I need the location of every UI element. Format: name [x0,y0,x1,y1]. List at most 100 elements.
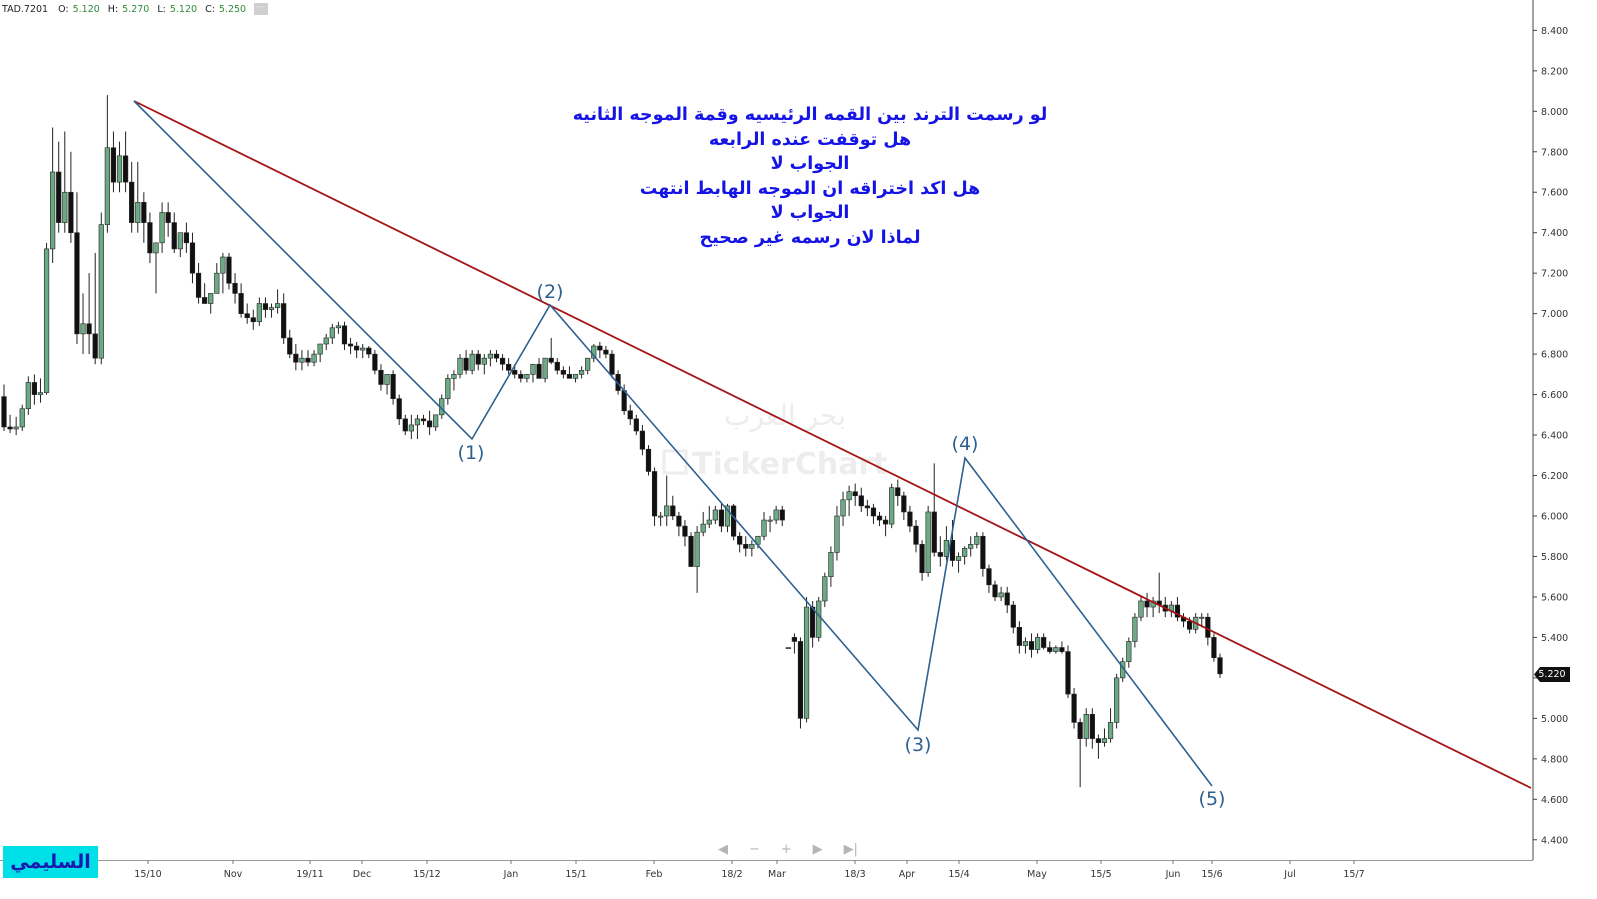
candle [876,511,883,527]
candle [724,503,731,533]
candle [135,161,141,233]
x-tick-label: 15/7 [1343,869,1364,880]
candle [202,283,208,304]
candle [335,321,342,334]
candle [1180,613,1187,628]
candle-body [183,232,190,244]
candle [603,346,609,359]
candle-body [378,370,384,385]
candle [189,232,196,284]
candle [299,350,305,371]
candle-body [347,343,354,347]
candle [171,212,177,253]
candle [1138,596,1144,622]
skip-end-icon[interactable]: ▶| [843,841,858,857]
wave-lines[interactable] [133,100,1213,787]
candle [414,414,421,440]
candle-body [1107,722,1114,739]
candle-body [420,418,427,422]
wave-label-3: (3) [905,734,932,756]
candle-body [925,511,931,573]
y-tick-label: 7.400 [1541,228,1568,239]
candle [901,491,907,521]
candle [1114,673,1120,729]
y-axis: 8.400 8.200 8.000 7.800 7.600 7.400 7.200 7.000… [1533,26,1568,846]
candle-body [548,357,554,363]
candle-body [408,424,414,432]
candle-body [889,487,895,525]
candle-body [202,297,208,304]
candle [98,212,104,365]
wave-label-5: (5) [1199,788,1226,810]
candle [870,503,877,525]
candle-body [1,396,7,428]
trendline[interactable] [133,100,1532,789]
x-tick-label: Feb [646,869,663,880]
candle-body [810,606,816,638]
candle [931,463,937,557]
candle-body [676,515,682,527]
x-tick-label: 18/2 [721,869,742,880]
candle [706,505,712,529]
candle-body [828,552,834,578]
candle [1047,641,1053,654]
candle-body [572,374,579,379]
watermark: بحر العرب TickerChart [662,399,888,482]
candle [1174,596,1181,622]
y-tick-label: 6.000 [1541,512,1568,523]
candle-body [499,357,506,365]
candle [43,242,50,395]
candle [262,297,269,318]
candle-body [974,535,980,545]
candle-body [116,155,123,183]
candle [676,511,682,537]
candle-body [779,509,785,521]
candle [7,414,13,434]
candle [311,350,317,367]
candle [408,414,414,440]
minus-icon[interactable]: − [748,841,760,857]
y-tick-label: 5.400 [1541,633,1568,644]
candle [864,499,870,516]
candle-body [244,313,250,318]
candle [366,346,372,359]
candle [420,414,427,425]
candle-body [913,525,919,545]
candle-body [603,349,609,355]
watermark-arabic: بحر العرب [724,399,846,432]
candle-body [7,426,13,430]
candle [919,540,925,581]
candle [56,141,62,233]
high-value: 5.270 [122,3,150,15]
plus-icon[interactable]: + [780,841,792,857]
candle-body [214,272,220,294]
x-axis: 15/10 Nov 19/11 Dec 15/12 Jan 15/1 Feb 18/2 Mar 18… [134,860,1365,880]
chevron-left-icon[interactable]: ◀ [718,841,728,857]
candle [62,131,68,233]
candle-body [560,370,566,375]
last-price-tag: 5.220 [1534,667,1570,682]
candle [913,520,919,553]
chevron-right-icon[interactable]: ▶ [812,841,823,857]
candle-body [86,323,92,335]
candle [767,516,773,533]
candle-body [992,584,998,598]
candle-body [1095,738,1101,743]
candle [846,485,852,516]
candle-body [919,544,925,573]
candle-body [1132,616,1138,642]
candle [718,503,725,533]
candle-body [153,242,159,254]
candle-body [876,515,883,521]
candle [1211,633,1217,662]
candle [840,491,846,527]
ellipsis-icon[interactable]: ··· [254,3,269,15]
candle-body [840,499,846,517]
candle [1071,688,1077,729]
candle-body [633,418,639,432]
candle-body [724,505,731,527]
candle-body [62,191,68,223]
candle [1035,633,1041,654]
low-value: 5.120 [169,3,198,15]
